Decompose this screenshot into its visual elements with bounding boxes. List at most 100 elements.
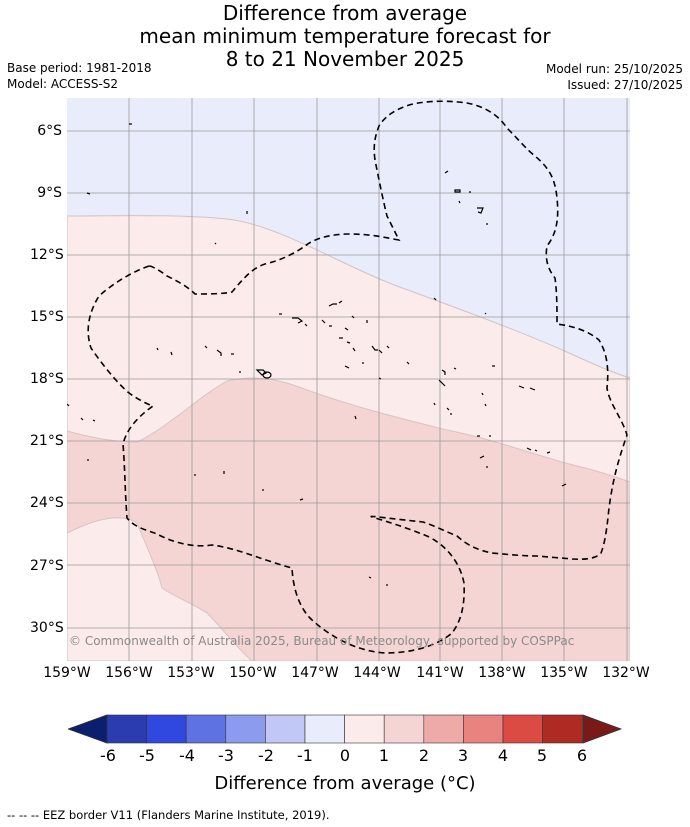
colorbar-cell <box>542 714 583 744</box>
colorbar-cell <box>225 714 266 744</box>
lon-label: 132°W <box>602 665 650 681</box>
colorbar-tick: 2 <box>418 746 430 765</box>
colorbar-tick: -2 <box>258 746 274 765</box>
colorbar-cell <box>463 714 504 744</box>
lat-label: 27°S <box>30 558 64 574</box>
colorbar-cells <box>106 714 583 744</box>
colorbar-cell <box>265 714 306 744</box>
colorbar <box>68 714 623 744</box>
colorbar-tick: -1 <box>297 746 313 765</box>
model-name: Model: ACCESS-S2 <box>7 77 119 91</box>
island <box>368 576 372 579</box>
colorbar-cell <box>423 714 464 744</box>
lon-label: 144°W <box>353 665 401 681</box>
colorbar-tick: -6 <box>100 746 116 765</box>
island <box>292 317 304 324</box>
island <box>156 347 159 351</box>
colorbar-tick: -3 <box>218 746 234 765</box>
island <box>546 451 551 454</box>
colorbar-extend-low <box>68 714 108 744</box>
model-run: Model run: 25/10/2025 <box>545 62 683 76</box>
island <box>484 403 487 407</box>
lat-label: 12°S <box>30 247 64 263</box>
colorbar-tick: 5 <box>536 746 548 765</box>
map-canvas <box>67 98 630 661</box>
islands <box>67 123 567 586</box>
colorbar-cell <box>344 714 385 744</box>
title-line-2: mean minimum temperature forecast for <box>139 24 551 48</box>
lat-label: 21°S <box>30 433 64 449</box>
island <box>371 345 378 351</box>
colorbar-cell <box>106 714 147 744</box>
lon-label: 159°W <box>43 665 91 681</box>
colorbar-tick: -5 <box>139 746 155 765</box>
colorbar-extend-high <box>582 714 623 744</box>
meta-right: Model run: 25/10/2025 Issued: 27/10/2025 <box>546 61 683 93</box>
colorbar-label: Difference from average (°C) <box>214 773 476 794</box>
island <box>216 349 222 356</box>
title-line-1: Difference from average <box>222 1 468 25</box>
island-atoll <box>262 371 272 379</box>
island <box>477 207 484 214</box>
island <box>170 351 173 356</box>
issued-date: Issued: 27/10/2025 <box>567 78 683 92</box>
island <box>80 417 84 421</box>
colorbar-cell <box>146 714 187 744</box>
anomaly-zone-1-2 <box>67 377 630 661</box>
base-period: Base period: 1981-2018 <box>7 61 152 75</box>
island <box>526 447 532 451</box>
island <box>304 323 308 327</box>
island <box>338 300 343 304</box>
island <box>438 379 446 387</box>
island <box>529 387 536 391</box>
island <box>386 345 390 349</box>
island <box>444 170 449 174</box>
island <box>344 365 350 369</box>
map-panel[interactable] <box>67 98 630 661</box>
island <box>561 483 567 487</box>
eez-legend: -- -- -- EEZ border V11 (Flanders Marine… <box>7 808 330 822</box>
island <box>446 407 450 411</box>
island <box>534 449 538 452</box>
island <box>255 369 268 376</box>
title-line-3: 8 to 21 November 2025 <box>225 47 465 71</box>
lon-label: 138°W <box>478 665 526 681</box>
island <box>481 392 484 396</box>
colorbar-tick: -4 <box>179 746 195 765</box>
island <box>214 242 217 245</box>
lon-label: 156°W <box>105 665 153 681</box>
lon-label: 141°W <box>416 665 464 681</box>
island <box>299 498 304 501</box>
island <box>518 385 525 389</box>
island <box>92 419 96 422</box>
island <box>354 415 357 420</box>
island <box>352 347 356 352</box>
colorbar-tick: 3 <box>457 746 469 765</box>
lat-label: 24°S <box>30 495 64 511</box>
colorbar-cell <box>304 714 345 744</box>
island <box>344 327 349 331</box>
island <box>433 402 436 406</box>
colorbar-tick: 4 <box>497 746 509 765</box>
island <box>479 455 485 459</box>
island <box>453 367 457 370</box>
island <box>321 319 326 324</box>
island <box>458 200 461 204</box>
colorbar-cell <box>502 714 543 744</box>
island <box>67 403 70 407</box>
island <box>351 315 355 319</box>
colorbar-tick: 1 <box>378 746 390 765</box>
lat-label: 6°S <box>37 123 62 139</box>
island <box>346 341 351 344</box>
lat-label: 15°S <box>30 309 64 325</box>
island <box>378 377 382 380</box>
island <box>86 192 91 195</box>
meta-left: Base period: 1981-2018 Model: ACCESS-S2 <box>7 60 152 92</box>
graticule <box>67 98 630 661</box>
lon-label: 147°W <box>291 665 339 681</box>
island <box>328 303 337 307</box>
colorbar-cell <box>185 714 227 744</box>
lat-label: 9°S <box>37 185 62 201</box>
lat-label: 18°S <box>30 371 64 387</box>
lat-label: 30°S <box>30 620 64 636</box>
